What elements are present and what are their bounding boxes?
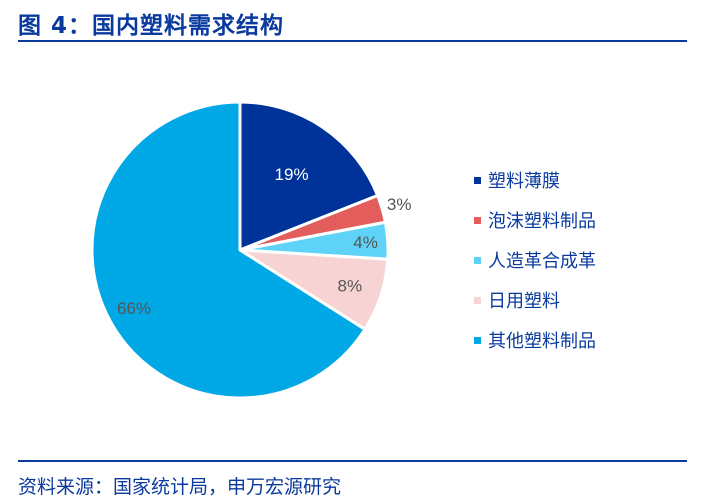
legend-swatch-icon — [474, 216, 481, 224]
pie-labels: 19% 3% 4% 8% 66% — [117, 165, 411, 318]
legend-item-leather: 人造革合成革 — [474, 240, 596, 280]
pie-slice — [238, 100, 380, 252]
legend-item-foam: 泡沫塑料制品 — [474, 200, 596, 240]
source-note: 资料来源：国家统计局，申万宏源研究 — [18, 476, 342, 498]
slice-value-label: 4% — [353, 233, 378, 252]
title-divider — [18, 40, 687, 42]
legend-item-daily: 日用塑料 — [474, 280, 596, 320]
legend-label: 人造革合成革 — [488, 251, 596, 272]
footer-divider — [18, 460, 687, 462]
legend-label: 其他塑料制品 — [488, 331, 596, 352]
legend-item-other: 其他塑料制品 — [474, 320, 596, 360]
pie-slice — [90, 100, 367, 400]
legend-label: 塑料薄膜 — [488, 171, 560, 192]
legend: 塑料薄膜 泡沫塑料制品 人造革合成革 日用塑料 其他塑料制品 — [474, 160, 596, 360]
legend-label: 泡沫塑料制品 — [488, 211, 596, 232]
legend-item-film: 塑料薄膜 — [474, 160, 596, 200]
slice-value-label: 3% — [387, 195, 412, 214]
legend-label: 日用塑料 — [488, 291, 560, 312]
pie-slices — [90, 100, 390, 400]
slice-value-label: 19% — [275, 165, 309, 184]
legend-swatch-icon — [474, 256, 481, 264]
slice-value-label: 66% — [117, 299, 151, 318]
chart-title: 图 4：国内塑料需求结构 — [18, 13, 285, 39]
legend-swatch-icon — [474, 336, 481, 344]
legend-swatch-icon — [474, 296, 481, 304]
legend-swatch-icon — [474, 176, 481, 184]
slice-value-label: 8% — [338, 277, 363, 296]
